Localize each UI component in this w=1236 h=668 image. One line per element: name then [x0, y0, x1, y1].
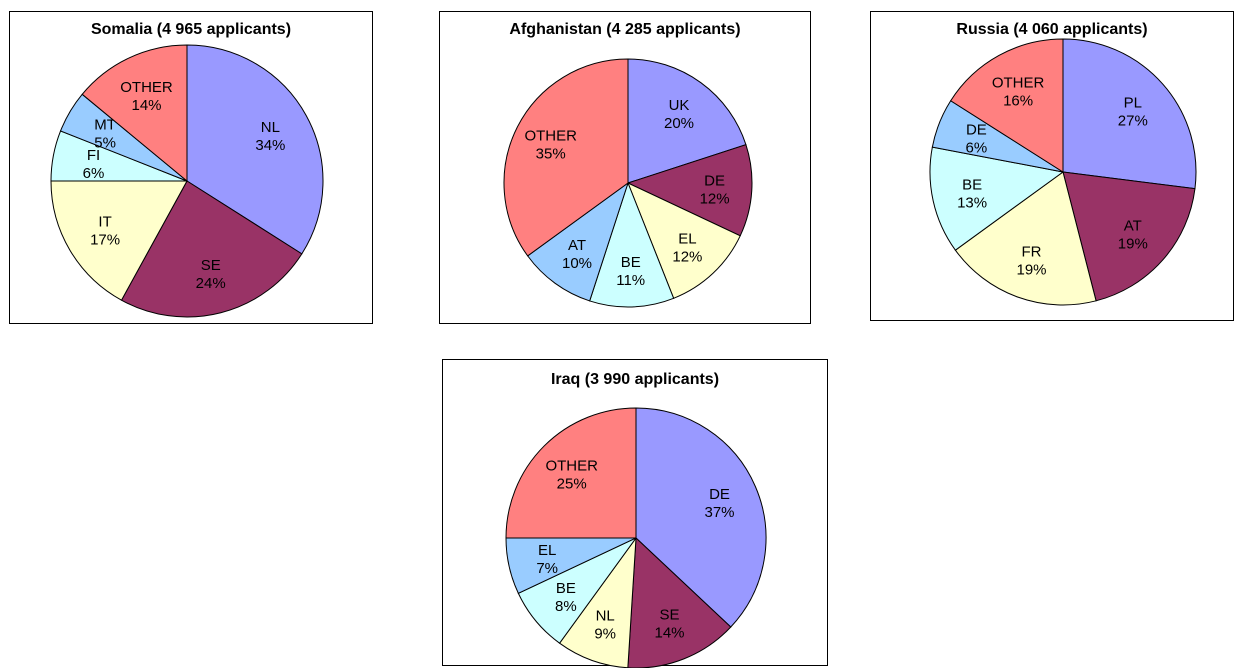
slice-value-label: 12%	[672, 248, 702, 265]
slice-label: IT	[98, 214, 111, 231]
slice-value-label: 16%	[1003, 92, 1033, 109]
slice-value-label: 35%	[536, 146, 566, 163]
slice-label: OTHER	[992, 74, 1045, 91]
slice-value-label: 6%	[83, 165, 105, 182]
slice-label: DE	[709, 486, 730, 503]
slice-value-label: 9%	[594, 626, 616, 643]
slice-value-label: 10%	[562, 255, 592, 272]
chart-title: Iraq (3 990 applicants)	[550, 371, 720, 388]
slice-value-label: 20%	[664, 115, 694, 132]
slice-label: FI	[87, 147, 100, 164]
slice-label: BE	[556, 580, 576, 597]
slice-label: UK	[669, 97, 690, 114]
slice-value-label: 34%	[255, 137, 285, 154]
slice-value-label: 14%	[654, 625, 684, 642]
slice-value-label: 6%	[966, 140, 988, 157]
slice-value-label: 11%	[616, 272, 645, 289]
pie-slice-fr	[954, 171, 1097, 306]
chart-title: Afghanistan (4 285 applicants)	[509, 21, 741, 38]
slice-value-label: 19%	[1016, 262, 1046, 279]
slice-value-label: 8%	[555, 598, 577, 615]
slice-value-label: 17%	[90, 232, 120, 249]
slice-label: FR	[1022, 244, 1042, 261]
slice-label: AT	[568, 237, 586, 254]
pie-slice-it	[50, 180, 188, 301]
slice-value-label: 19%	[1118, 236, 1148, 253]
slice-label: PL	[1124, 94, 1142, 111]
pie-slice-at	[526, 181, 629, 302]
slice-label: EL	[538, 542, 556, 559]
slice-value-label: 7%	[536, 560, 558, 577]
slice-value-label: 24%	[196, 275, 226, 292]
chart-title: Russia (4 060 applicants)	[956, 21, 1148, 38]
pie-slice-se	[120, 180, 303, 318]
slice-label: EL	[678, 230, 696, 247]
slice-value-label: 27%	[1118, 112, 1148, 129]
slice-label: OTHER	[524, 128, 577, 145]
chart-russia: Russia (4 060 applicants) PL 27% AT 19% FR 19…	[870, 11, 1234, 321]
slice-label: DE	[966, 122, 987, 139]
slice-label: BE	[621, 254, 641, 271]
slice-value-label: 13%	[957, 194, 987, 211]
slice-value-label: 25%	[557, 476, 587, 493]
slice-value-label: 12%	[700, 191, 730, 208]
slice-label: SE	[659, 607, 679, 624]
pie-slice-other	[505, 407, 637, 539]
slice-label: AT	[1124, 218, 1142, 235]
pie-slice-el	[627, 182, 741, 299]
slice-label: DE	[704, 173, 725, 190]
slice-label: MT	[94, 117, 116, 134]
chart-somalia: Somalia (4 965 applicants) NL 34% SE 24% IT 1…	[9, 11, 373, 324]
slice-label: SE	[201, 257, 221, 274]
slice-label: BE	[962, 176, 982, 193]
slice-label: NL	[596, 608, 615, 625]
pie-slice-be	[589, 181, 675, 308]
slice-label: OTHER	[120, 79, 173, 96]
pie-slice-other	[950, 38, 1064, 173]
pie-slice-other	[503, 58, 629, 257]
pie-slice-de	[635, 407, 767, 628]
slice-value-label: 37%	[704, 504, 734, 521]
pie-slice-pl	[1062, 38, 1197, 190]
pie-slice-uk	[627, 58, 747, 184]
pie-slice-de	[626, 144, 753, 237]
slice-label: OTHER	[545, 458, 598, 475]
slice-value-label: 14%	[131, 97, 161, 114]
slice-value-label: 5%	[94, 135, 116, 152]
slice-label: NL	[261, 119, 280, 136]
pie-slice-other	[81, 44, 188, 183]
pie-slice-nl	[186, 44, 324, 255]
chart-title: Somalia (4 965 applicants)	[90, 21, 292, 38]
chart-afghanistan: Afghanistan (4 285 applicants) UK 20% DE 12…	[439, 11, 811, 324]
pie-slice-be	[929, 146, 1065, 251]
pie-slice-at	[1062, 171, 1196, 302]
chart-iraq: Iraq (3 990 applicants) DE 37% SE 14% NL 9% BE…	[442, 359, 828, 668]
